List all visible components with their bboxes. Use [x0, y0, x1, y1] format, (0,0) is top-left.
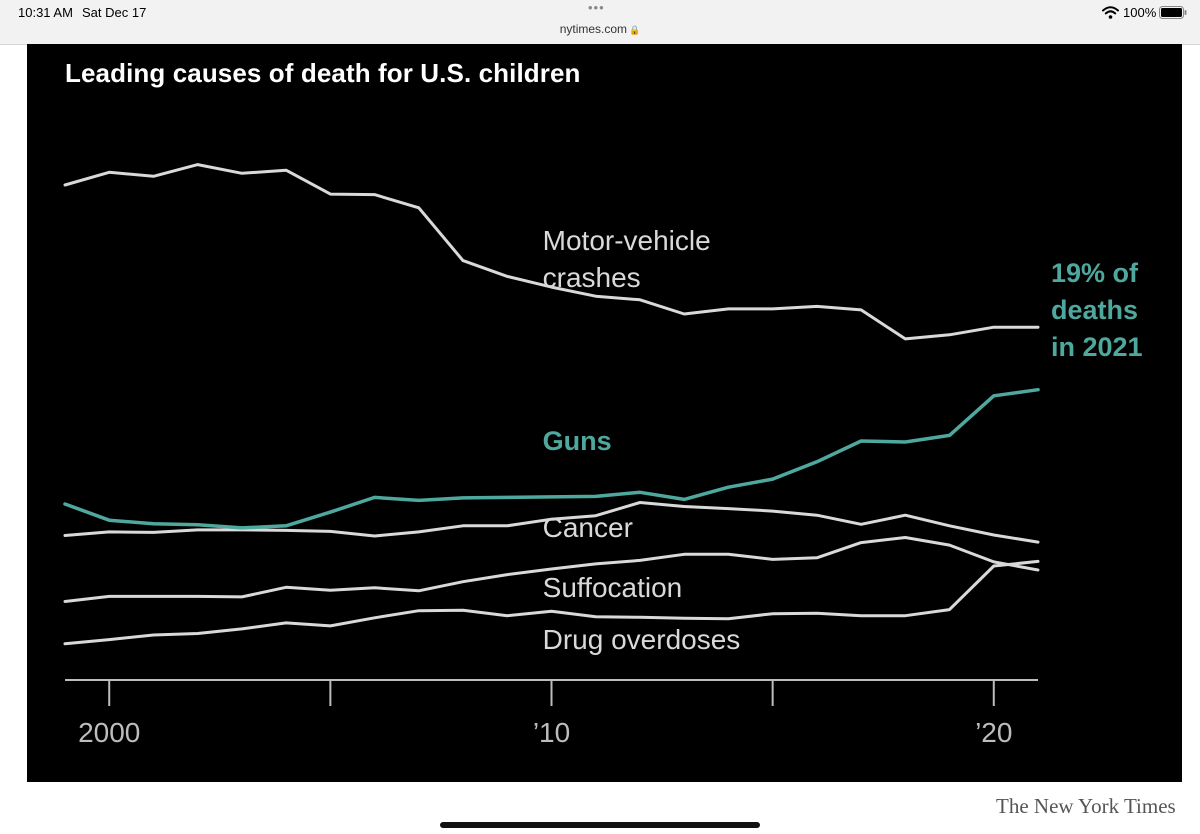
series-line-drug-overdoses — [63, 559, 1040, 646]
series-label-drug-overdoses: Drug overdoses — [543, 624, 741, 655]
x-tick-label-2020: ’20 — [975, 717, 1012, 748]
series-line-motor-vehicle-crashes — [63, 163, 1040, 341]
guns-annotation: deaths — [1051, 295, 1138, 325]
line-chart: 2000 ’10 ’20 Motor-vehicle crashes Guns 19% of… — [63, 163, 1143, 748]
series-label-motor-vehicle-crashes: crashes — [543, 262, 641, 293]
chart-title: Leading causes of death for U.S. childre… — [65, 58, 581, 88]
battery-icon — [1159, 6, 1187, 19]
series-label-cancer: Cancer — [543, 512, 633, 543]
series-line-suffocation — [63, 536, 1040, 603]
guns-annotation: 19% of — [1051, 258, 1139, 288]
url-text: nytimes.com — [559, 22, 628, 36]
battery-percent: 100% — [1123, 5, 1157, 20]
status-date: Sat Dec 17 — [82, 5, 147, 20]
nyt-credit: The New York Times — [996, 794, 1176, 818]
chart-panel: Leading causes of death for U.S. childre… — [27, 44, 1182, 782]
tab-overview-dots[interactable]: ••• — [588, 0, 605, 15]
status-time: 10:31 AM — [18, 5, 73, 20]
series-line-cancer — [63, 501, 1040, 544]
series-label-motor-vehicle-crashes: Motor-vehicle — [543, 225, 711, 256]
x-tick-label-2010: ’10 — [533, 717, 570, 748]
series-label-guns: Guns — [543, 426, 612, 456]
series-line-guns — [63, 387, 1040, 530]
lock-icon: 🔒 — [629, 25, 641, 35]
wifi-icon — [1102, 6, 1119, 19]
series-label-suffocation: Suffocation — [543, 572, 683, 603]
status-bar: 10:31 AM Sat Dec 17 ••• nytimes.com 🔒 100… — [0, 0, 1200, 45]
guns-annotation: in 2021 — [1051, 332, 1143, 362]
home-indicator[interactable] — [440, 822, 760, 828]
address-bar[interactable]: nytimes.com 🔒 — [0, 22, 1200, 36]
x-tick-label-2000: 2000 — [78, 717, 140, 748]
